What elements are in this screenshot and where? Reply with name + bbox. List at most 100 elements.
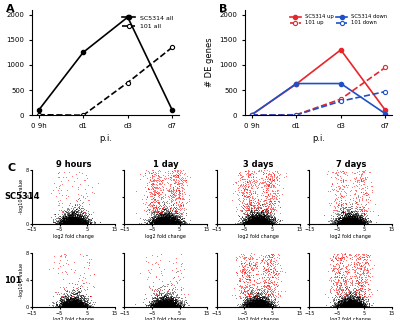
Point — [179, 179, 185, 184]
Point — [250, 220, 256, 226]
Point — [341, 305, 347, 310]
Point — [183, 180, 189, 185]
Point — [262, 302, 268, 307]
Point — [255, 198, 262, 203]
Point — [184, 221, 190, 226]
Point — [335, 292, 341, 297]
Point — [61, 301, 68, 306]
Point — [68, 220, 74, 225]
Point — [349, 217, 356, 222]
Point — [349, 300, 356, 306]
Point — [255, 220, 262, 225]
Point — [253, 221, 259, 226]
Point — [349, 299, 356, 304]
Point — [166, 302, 172, 307]
Point — [78, 214, 84, 219]
Point — [169, 215, 176, 220]
Point — [69, 302, 75, 307]
Point — [165, 287, 172, 292]
Point — [78, 304, 85, 309]
Point — [348, 219, 354, 224]
Point — [351, 217, 357, 222]
Point — [341, 274, 347, 279]
Point — [257, 303, 264, 308]
Point — [73, 305, 79, 310]
Point — [153, 215, 159, 220]
Point — [264, 220, 271, 225]
Point — [348, 213, 354, 219]
Point — [340, 221, 346, 226]
Point — [274, 182, 280, 187]
Point — [261, 212, 268, 217]
Point — [268, 298, 274, 303]
Point — [344, 221, 351, 226]
Point — [351, 219, 358, 224]
Point — [79, 303, 86, 308]
Point — [155, 208, 161, 213]
Point — [66, 169, 72, 174]
Point — [255, 216, 261, 221]
Point — [347, 303, 354, 308]
Point — [250, 220, 256, 226]
Point — [63, 302, 69, 308]
Point — [159, 216, 166, 221]
Point — [254, 185, 261, 190]
Point — [350, 221, 356, 226]
Point — [65, 220, 72, 226]
Point — [172, 205, 178, 210]
Point — [245, 301, 252, 307]
Point — [350, 212, 356, 217]
Point — [57, 217, 63, 222]
Point — [271, 217, 278, 222]
Point — [161, 304, 168, 309]
Point — [254, 218, 260, 223]
Point — [341, 304, 348, 309]
Point — [247, 221, 254, 226]
Point — [56, 213, 63, 218]
Point — [356, 305, 363, 310]
Point — [157, 300, 164, 306]
Point — [335, 305, 342, 310]
Point — [263, 220, 269, 225]
Point — [74, 219, 80, 224]
Point — [158, 299, 165, 304]
Point — [144, 276, 150, 282]
Point — [75, 212, 82, 217]
Point — [257, 221, 264, 226]
Point — [248, 298, 254, 303]
Point — [351, 221, 358, 226]
Point — [265, 214, 272, 219]
Point — [350, 220, 357, 225]
Point — [245, 219, 251, 224]
Point — [352, 214, 358, 220]
Point — [264, 260, 270, 265]
Point — [257, 297, 263, 302]
Point — [347, 219, 353, 224]
Point — [342, 302, 349, 307]
Point — [353, 304, 360, 309]
Point — [182, 220, 188, 225]
Point — [254, 303, 260, 308]
Point — [255, 304, 261, 309]
Point — [148, 304, 154, 309]
Point — [346, 214, 353, 219]
Point — [73, 208, 79, 213]
Point — [67, 303, 74, 308]
Point — [255, 182, 261, 187]
Point — [262, 220, 269, 226]
Point — [338, 220, 345, 225]
Point — [63, 299, 69, 304]
Point — [342, 305, 348, 310]
Point — [262, 304, 268, 309]
Point — [72, 301, 79, 306]
Point — [263, 207, 269, 212]
Point — [150, 303, 157, 308]
Point — [366, 254, 372, 259]
Point — [248, 305, 254, 310]
Point — [87, 220, 93, 226]
Point — [85, 304, 91, 309]
Point — [254, 217, 260, 222]
Point — [153, 205, 159, 210]
Point — [67, 221, 73, 226]
Point — [75, 298, 81, 303]
